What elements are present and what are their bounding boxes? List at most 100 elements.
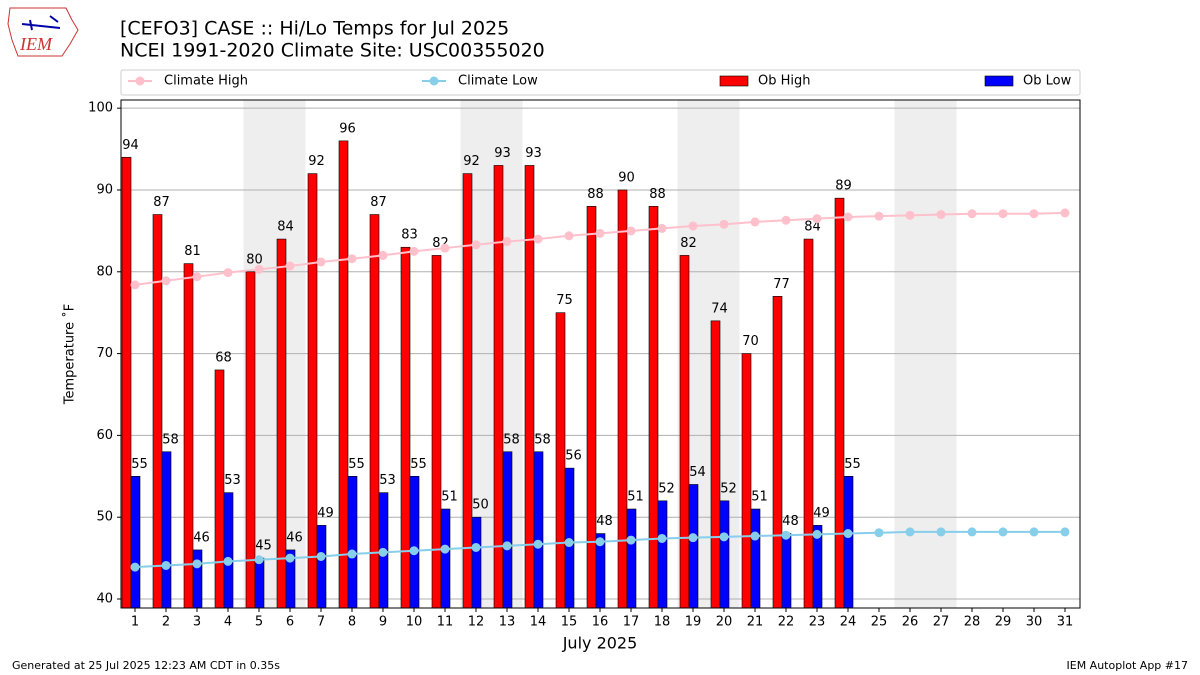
x-tick-label: 26 bbox=[902, 615, 919, 630]
data-label: 70 bbox=[742, 334, 759, 349]
bar bbox=[617, 189, 628, 609]
bar bbox=[710, 320, 721, 609]
line-marker bbox=[254, 264, 264, 274]
line-marker bbox=[874, 211, 884, 221]
bar bbox=[121, 156, 132, 609]
line-marker bbox=[967, 209, 977, 219]
x-tick-label: 28 bbox=[964, 615, 981, 630]
bar bbox=[338, 140, 349, 609]
line-marker bbox=[223, 556, 233, 566]
line-marker bbox=[812, 214, 822, 224]
bar bbox=[471, 516, 482, 609]
bar bbox=[533, 451, 544, 609]
line-marker bbox=[936, 210, 946, 220]
bar bbox=[400, 246, 411, 609]
legend-swatch bbox=[135, 76, 145, 86]
line-marker bbox=[316, 257, 326, 267]
x-tick-label: 6 bbox=[286, 615, 294, 630]
line-marker bbox=[750, 217, 760, 227]
plot-frame bbox=[120, 99, 1081, 609]
line-marker bbox=[688, 221, 698, 231]
line-marker bbox=[564, 231, 574, 241]
bar bbox=[688, 484, 699, 609]
data-label: 93 bbox=[525, 146, 542, 161]
bar bbox=[626, 508, 637, 609]
line-marker bbox=[1029, 527, 1039, 537]
bar bbox=[245, 271, 256, 609]
line-marker bbox=[254, 555, 264, 565]
bar bbox=[843, 475, 854, 609]
line-marker bbox=[1060, 527, 1070, 537]
x-tick-label: 9 bbox=[379, 615, 387, 630]
x-tick-label: 1 bbox=[131, 615, 139, 630]
line-marker bbox=[161, 560, 171, 570]
bar bbox=[369, 214, 380, 609]
data-label: 68 bbox=[215, 350, 232, 365]
bar bbox=[254, 557, 265, 609]
line-marker bbox=[874, 528, 884, 538]
x-tick-label: 17 bbox=[623, 615, 640, 630]
line-marker bbox=[843, 529, 853, 539]
bar bbox=[586, 206, 597, 609]
data-label: 58 bbox=[162, 432, 179, 447]
bar bbox=[152, 214, 163, 609]
data-label: 51 bbox=[627, 490, 644, 505]
y-tick-label: 90 bbox=[96, 182, 113, 197]
x-tick-label: 8 bbox=[348, 615, 356, 630]
logo: IEM bbox=[7, 7, 79, 57]
data-label: 80 bbox=[246, 252, 263, 267]
bar bbox=[741, 353, 752, 609]
logo-text: IEM bbox=[19, 34, 53, 54]
data-label: 55 bbox=[844, 457, 861, 472]
data-label: 53 bbox=[379, 473, 396, 488]
x-tick-label: 14 bbox=[530, 615, 547, 630]
line-marker bbox=[905, 527, 915, 537]
data-label: 58 bbox=[534, 432, 551, 447]
line-marker bbox=[843, 212, 853, 222]
data-label: 82 bbox=[680, 236, 697, 251]
x-tick-label: 22 bbox=[778, 615, 795, 630]
line-marker bbox=[781, 530, 791, 540]
data-label: 54 bbox=[689, 465, 706, 480]
bar bbox=[493, 165, 504, 609]
line-marker bbox=[130, 562, 140, 572]
line-marker bbox=[285, 553, 295, 563]
y-axis-label: Temperature ˚F bbox=[62, 304, 78, 405]
line-marker bbox=[936, 527, 946, 537]
legend-swatch bbox=[719, 75, 749, 87]
x-tick-label: 29 bbox=[995, 615, 1012, 630]
bar bbox=[719, 500, 730, 609]
line-marker bbox=[316, 551, 326, 561]
line-marker bbox=[998, 209, 1008, 219]
x-tick-label: 27 bbox=[933, 615, 950, 630]
data-label: 84 bbox=[804, 220, 821, 235]
line-marker bbox=[657, 223, 667, 233]
bar bbox=[161, 451, 172, 609]
line-marker bbox=[1029, 209, 1039, 219]
bar bbox=[772, 296, 783, 609]
data-label: 52 bbox=[720, 481, 737, 496]
line-marker bbox=[161, 276, 171, 286]
y-tick-label: 100 bbox=[88, 101, 113, 116]
legend-label: Ob High bbox=[758, 74, 811, 89]
line-marker bbox=[440, 243, 450, 253]
bar bbox=[803, 238, 814, 609]
line-marker bbox=[378, 250, 388, 260]
legend-label: Climate Low bbox=[458, 74, 538, 89]
data-label: 55 bbox=[348, 457, 365, 472]
line-marker bbox=[626, 535, 636, 545]
line-marker bbox=[347, 549, 357, 559]
footer-left: Generated at 25 Jul 2025 12:23 AM CDT in… bbox=[12, 659, 280, 672]
x-tick-label: 4 bbox=[224, 615, 232, 630]
data-label: 93 bbox=[494, 146, 511, 161]
x-tick-label: 3 bbox=[193, 615, 201, 630]
line-marker bbox=[378, 547, 388, 557]
x-tick-label: 23 bbox=[809, 615, 826, 630]
bar bbox=[347, 475, 358, 609]
bar bbox=[316, 525, 327, 609]
x-tick-label: 7 bbox=[317, 615, 325, 630]
data-label: 46 bbox=[193, 530, 210, 545]
data-label: 88 bbox=[649, 187, 666, 202]
data-label: 48 bbox=[596, 514, 613, 529]
data-label: 81 bbox=[184, 244, 201, 259]
